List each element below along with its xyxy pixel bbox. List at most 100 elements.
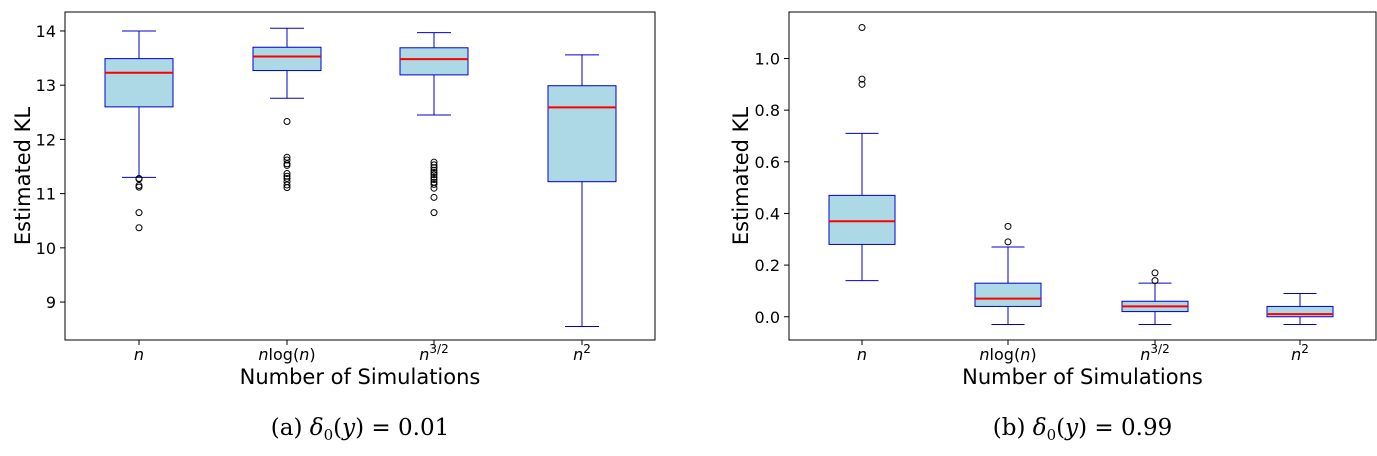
outlier-point [283, 170, 291, 178]
outlier-point [430, 168, 438, 176]
y-tick-label: 14 [36, 22, 56, 41]
x-tick-label-part: n [857, 345, 867, 364]
outlier-point [1004, 222, 1012, 230]
y-tick-label: 0.8 [755, 101, 780, 120]
outlier-point [1004, 238, 1012, 246]
outlier-point [135, 183, 143, 191]
outlier-point [430, 173, 438, 181]
iqr-box [974, 282, 1042, 307]
y-tick-label: 11 [36, 185, 56, 204]
x-tick-label: nlog(n) [979, 345, 1036, 364]
outlier-point [283, 161, 291, 169]
figure-caption: (b) δ0(y) = 0.99 [993, 415, 1172, 444]
plot-area [64, 11, 656, 341]
box-1 [104, 30, 174, 232]
caption-label: (a) [271, 415, 310, 441]
caption-var: y [1064, 415, 1079, 441]
box-4 [547, 54, 617, 327]
y-tick-label: 0.0 [755, 308, 780, 327]
x-tick-label-part: n [258, 345, 268, 364]
iqr-box [399, 47, 469, 76]
x-tick-label-part: n [299, 345, 309, 364]
outlier-point [283, 181, 291, 189]
outlier-point [283, 156, 291, 164]
box-3 [1121, 269, 1189, 326]
x-tick-label: n3/2 [1140, 342, 1169, 364]
caption-rest: ) = 0.99 [1078, 415, 1172, 441]
x-tick-label-part: log( [990, 345, 1021, 364]
x-tick-label-part: ) [309, 345, 315, 364]
y-tick-label: 0.2 [755, 256, 780, 275]
outlier-point [430, 164, 438, 172]
outlier-point [430, 176, 438, 184]
outlier-point [283, 172, 291, 180]
outlier-point [430, 180, 438, 188]
outlier-point [283, 118, 291, 126]
outlier-point [1151, 277, 1159, 285]
x-tick-label-part: 3/2 [429, 342, 448, 356]
x-tick-label-part: n [1291, 345, 1301, 364]
x-tick-label-part: n [419, 345, 429, 364]
y-tick-label: 0.4 [755, 204, 780, 223]
caption-symbol: δ [1033, 415, 1047, 441]
iqr-box [252, 46, 322, 72]
y-tick-label: 13 [36, 76, 56, 95]
plot-area [788, 11, 1377, 341]
y-axis-label: Estimated KL [11, 107, 35, 246]
caption-symbol: δ [310, 415, 324, 441]
outlier-point [430, 184, 438, 192]
box-2 [252, 27, 322, 192]
outlier-point [430, 166, 438, 174]
iqr-box [1266, 305, 1334, 318]
x-tick-label-part: n [134, 345, 144, 364]
outlier-point [430, 209, 438, 217]
x-tick-label: n3/2 [419, 342, 448, 364]
x-axis-label: Number of Simulations [240, 365, 481, 389]
y-tick-label: 12 [36, 130, 56, 149]
y-tick-label: 10 [36, 239, 56, 258]
x-tick-label: n2 [573, 342, 591, 364]
outlier-point [430, 158, 438, 166]
x-tick-label: n [857, 345, 867, 364]
outlier-point [858, 80, 866, 88]
caption-paren: ( [333, 415, 342, 441]
x-tick-label-part: log( [269, 345, 300, 364]
outlier-point [283, 174, 291, 182]
y-tick-label: 0.6 [755, 153, 780, 172]
y-tick-label: 1.0 [755, 49, 780, 68]
outlier-point [135, 175, 143, 183]
caption-subscript: 0 [324, 426, 334, 444]
x-tick-label-part: n [1140, 345, 1150, 364]
caption-subscript: 0 [1047, 426, 1057, 444]
y-axis-label: Estimated KL [729, 107, 753, 246]
x-tick-label: n2 [1291, 342, 1309, 364]
x-tick-label-part: n [1020, 345, 1030, 364]
y-tick-label: 9 [46, 293, 56, 312]
x-tick-label-part: n [979, 345, 989, 364]
iqr-box [104, 58, 174, 108]
outlier-point [430, 171, 438, 179]
x-tick-label-part: 3/2 [1150, 342, 1169, 356]
box-3 [399, 32, 469, 217]
outlier-point [283, 153, 291, 161]
box-2 [974, 222, 1042, 326]
iqr-box [547, 85, 617, 183]
outlier-point [283, 184, 291, 192]
iqr-box [828, 194, 896, 245]
x-axis-label: Number of Simulations [962, 365, 1203, 389]
x-tick-label-part: n [573, 345, 583, 364]
outlier-point [135, 209, 143, 217]
box-1 [828, 23, 896, 282]
figure-caption: (a) δ0(y) = 0.01 [271, 415, 449, 444]
caption-label: (b) [993, 415, 1033, 441]
x-tick-label: nlog(n) [258, 345, 315, 364]
outlier-point [1151, 269, 1159, 277]
x-tick-label-part: ) [1030, 345, 1036, 364]
outlier-point [858, 23, 866, 31]
outlier-point [135, 224, 143, 232]
caption-rest: ) = 0.01 [355, 415, 449, 441]
outlier-point [858, 75, 866, 83]
